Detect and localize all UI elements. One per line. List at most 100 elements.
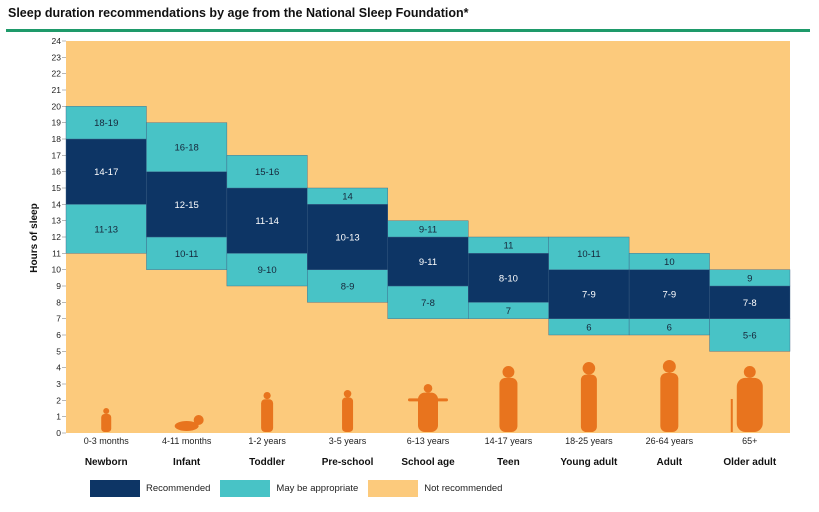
may-be-appropriate-lower-bar	[146, 236, 228, 270]
age-group-name: Adult	[657, 457, 683, 468]
y-tick-label: 1	[56, 412, 61, 422]
age-group-toddler: 9-10 11-14 15-16 1-2 years Toddler	[226, 155, 308, 468]
figure-body	[580, 374, 597, 432]
legend-item-recommended: Recommended	[90, 480, 210, 497]
figure-body	[418, 392, 438, 432]
recommended-bar	[548, 269, 630, 319]
y-tick-label: 20	[52, 101, 62, 111]
recommended-label: 7-9	[582, 290, 596, 301]
x-tick-label: 3-5 years	[329, 436, 367, 446]
may-be-appropriate-lower-label: 11-13	[94, 224, 118, 235]
recommended-label: 11-14	[255, 216, 279, 227]
may-be-appropriate-upper-label: 9-11	[419, 224, 437, 235]
figure-arms	[408, 398, 448, 402]
may-be-appropriate-upper-bar	[146, 122, 228, 172]
recommended-label: 14-17	[94, 167, 118, 178]
may-be-appropriate-lower-label: 6	[586, 322, 591, 333]
recommended-label: 7-9	[662, 290, 676, 301]
figure-head	[423, 384, 433, 393]
may-be-appropriate-lower-label: 10-11	[175, 249, 199, 260]
may-be-appropriate-upper-label: 16-18	[175, 143, 199, 154]
recommended-label: 9-11	[419, 257, 437, 268]
may-be-appropriate-lower-label: 9-10	[258, 265, 277, 276]
may-be-appropriate-lower-label: 5-6	[743, 331, 757, 342]
child-icon	[408, 384, 448, 432]
may-be-appropriate-upper-bar	[387, 220, 469, 238]
legend-item-not-recommended: Not recommended	[368, 480, 502, 497]
y-tick-label: 17	[52, 150, 62, 160]
may-be-appropriate-upper-bar	[548, 236, 630, 270]
may-be-appropriate-lower-label: 8-9	[341, 282, 355, 293]
recommended-bar	[307, 204, 388, 270]
x-tick-label: 0-3 months	[84, 436, 130, 446]
age-group-older-adult: 5-6 7-8 9 65+ Older adult	[709, 269, 791, 468]
x-tick-label: 26-64 years	[646, 436, 694, 446]
may-be-appropriate-upper-label: 10-11	[577, 249, 601, 260]
legend-label: May be appropriate	[276, 483, 359, 494]
figure-body	[342, 397, 354, 432]
x-tick-label: 18-25 years	[565, 436, 613, 446]
y-tick-label: 10	[52, 265, 62, 275]
recommended-label: 8-10	[499, 273, 518, 284]
age-group-name: Infant	[173, 457, 201, 468]
y-tick-label: 21	[52, 85, 62, 95]
age-group-pre-school: 8-9 10-13 14 3-5 years Pre-school	[307, 187, 388, 468]
recommended-label: 7-8	[743, 298, 757, 309]
y-tick-label: 16	[52, 167, 62, 177]
y-tick-label: 24	[52, 36, 62, 46]
age-group-name: Newborn	[85, 457, 128, 468]
figure-head	[193, 415, 204, 425]
y-tick-label: 5	[56, 346, 61, 356]
recommended-bar	[709, 285, 791, 319]
x-tick-label: 1-2 years	[248, 436, 286, 446]
may-be-appropriate-lower-label: 6	[667, 322, 672, 333]
figure-body	[101, 414, 112, 432]
figure-head	[502, 366, 515, 378]
crawling-infant-icon	[174, 415, 204, 431]
may-be-appropriate-upper-label: 15-16	[255, 167, 279, 178]
figure-cane	[730, 399, 733, 432]
sleep-chart: Hours of sleep 0123456789101112131415161…	[29, 36, 791, 468]
y-tick-label: 14	[52, 199, 62, 209]
may-be-appropriate-upper-label: 18-19	[94, 118, 118, 129]
x-tick-label: 6-13 years	[407, 436, 450, 446]
x-tick-label: 65+	[742, 436, 757, 446]
age-group-name: Teen	[497, 457, 520, 468]
may-be-appropriate-lower-label: 7-8	[421, 298, 435, 309]
recommended-swatch	[90, 480, 140, 497]
age-group-name: School age	[401, 457, 455, 468]
figure-head	[662, 360, 676, 373]
older-adult-icon	[730, 366, 763, 432]
y-tick-label: 4	[56, 363, 61, 373]
age-group-adult: 6 7-9 10 26-64 years Adult	[628, 253, 710, 468]
figure-head	[582, 362, 596, 375]
preschooler-icon	[342, 390, 354, 432]
recommended-label: 10-13	[335, 233, 359, 244]
recommended-bar	[628, 269, 710, 319]
y-tick-label: 8	[56, 297, 61, 307]
young-adult-icon	[580, 362, 597, 432]
may-be-appropriate-upper-bar	[226, 155, 308, 189]
age-group-name: Older adult	[723, 457, 776, 468]
title-divider	[6, 29, 810, 32]
recommended-label: 12-15	[175, 200, 199, 211]
may-be-appropriate-swatch	[220, 480, 271, 497]
y-tick-label: 12	[52, 232, 62, 242]
recommended-bar	[146, 171, 228, 238]
y-tick-label: 18	[52, 134, 62, 144]
y-axis-label: Hours of sleep	[29, 203, 40, 272]
recommended-bar	[65, 138, 147, 205]
y-tick-label: 3	[56, 379, 61, 389]
y-tick-label: 13	[52, 216, 62, 226]
x-tick-label: 4-11 months	[162, 436, 212, 446]
legend-label: Not recommended	[424, 483, 503, 494]
not-recommended-swatch	[368, 480, 419, 497]
may-be-appropriate-lower-label: 7	[506, 306, 511, 317]
figure-body	[736, 377, 763, 432]
x-tick-label: 14-17 years	[485, 436, 533, 446]
may-be-appropriate-upper-label: 14	[342, 192, 353, 203]
y-tick-label: 22	[52, 69, 62, 79]
baby-icon	[101, 408, 112, 432]
age-group-name: Young adult	[560, 457, 618, 468]
may-be-appropriate-lower-bar	[709, 318, 791, 352]
